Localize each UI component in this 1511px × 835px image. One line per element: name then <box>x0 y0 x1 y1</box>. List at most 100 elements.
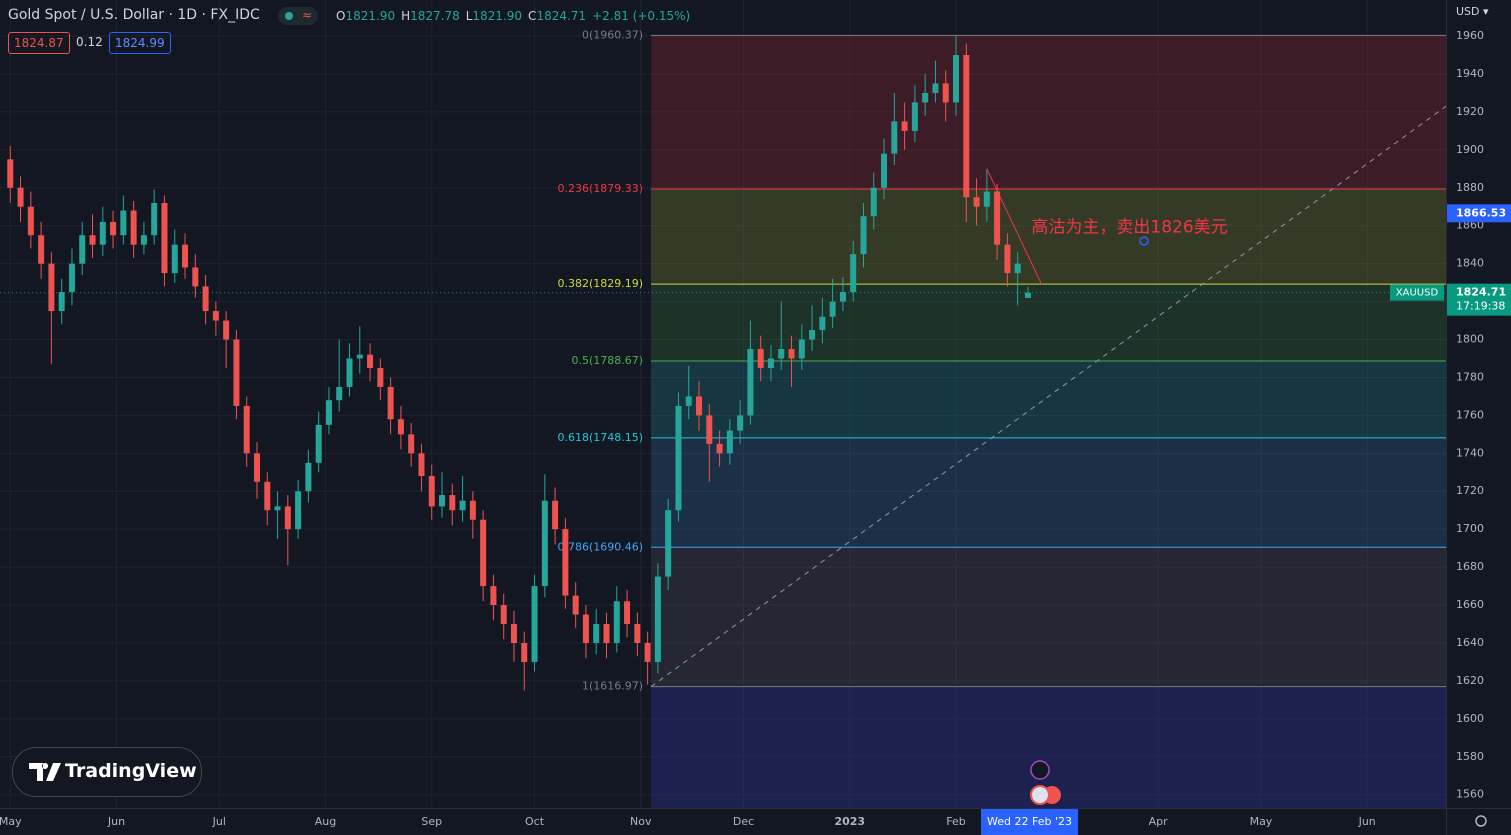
x-tick-label: Jul <box>212 815 226 828</box>
candle-body <box>973 197 980 207</box>
fib-label: 0.236(1879.33) <box>557 182 643 195</box>
candle-body <box>572 595 579 615</box>
x-tick-label: Sep <box>421 815 442 828</box>
candle-body <box>439 495 446 507</box>
x-tick-label: Nov <box>630 815 652 828</box>
y-tick-label: 1640 <box>1456 636 1484 649</box>
candle-body <box>654 576 661 662</box>
ask-price[interactable]: 1824.99 <box>109 32 171 54</box>
candle-body <box>881 153 888 188</box>
symbol-title[interactable]: Gold Spot / U.S. Dollar · 1D · FX_IDC <box>8 7 260 23</box>
currency: USD <box>1456 5 1480 18</box>
candle-body <box>17 187 24 207</box>
candle-body <box>171 244 178 274</box>
fib-label: 0(1960.37) <box>582 28 643 41</box>
candle-body <box>315 424 322 463</box>
candle-body <box>223 320 230 340</box>
fib-zone <box>651 361 1446 438</box>
x-tick-label: Jun <box>1358 815 1376 828</box>
candle-body <box>644 642 651 662</box>
crosshair-price-label: 1866.53 <box>1456 206 1506 219</box>
ohlc-value: 1821.90 <box>472 9 523 23</box>
fib-label: 0.382(1829.19) <box>557 277 643 290</box>
settings-icon[interactable] <box>1475 815 1487 827</box>
y-tick-label: 1560 <box>1456 788 1484 801</box>
candle-body <box>1014 263 1021 274</box>
fib-zone <box>651 189 1446 285</box>
candle-body <box>27 206 34 236</box>
y-tick-label: 1580 <box>1456 750 1484 763</box>
watermark-logo <box>29 763 61 781</box>
trendline <box>650 105 1447 688</box>
candle-body <box>182 244 189 268</box>
candle-body <box>685 396 692 406</box>
candle-body <box>295 491 302 530</box>
ohlc-legend: O1821.90 H1827.78 L1821.90 C1824.71 +2.81 (+… <box>336 9 690 23</box>
candle-body <box>922 92 929 103</box>
candle-body <box>130 210 137 245</box>
candle-body <box>110 221 117 236</box>
candle-body <box>593 624 600 643</box>
x-tick-label: Apr <box>1149 815 1169 828</box>
candle-body <box>983 191 990 207</box>
candle-body <box>788 348 795 359</box>
y-tick-label: 1880 <box>1456 181 1484 194</box>
last-price-tag <box>1447 283 1511 316</box>
y-tick-label: 1740 <box>1456 446 1484 459</box>
fib-label: 0.618(1748.15) <box>557 431 643 444</box>
x-tick-label: May <box>1250 815 1273 828</box>
candle-body <box>7 159 14 188</box>
candle-body <box>212 311 219 321</box>
candle-body <box>901 121 908 131</box>
watermark[interactable]: TradingView <box>12 747 202 797</box>
fib-label: 1(1616.97) <box>582 680 643 693</box>
candle-body <box>99 221 106 245</box>
candle-body <box>336 386 343 401</box>
note-anchor <box>1139 236 1149 246</box>
price-axis <box>1446 0 1511 835</box>
spread: 0.12 <box>76 35 103 49</box>
bid-price[interactable]: 1824.87 <box>8 32 70 54</box>
candle-body <box>356 354 363 359</box>
candle-body <box>624 601 631 625</box>
last-price-label: 1824.71 <box>1456 286 1506 299</box>
y-tick-label: 1780 <box>1456 370 1484 383</box>
candle-body <box>809 330 816 340</box>
candle-body <box>387 386 394 420</box>
ohlc-key: L <box>465 9 473 23</box>
event-icon <box>1030 785 1050 805</box>
candle-body <box>58 292 65 312</box>
x-tick-label: 2023 <box>834 815 865 828</box>
crosshair-price-tag <box>1447 204 1511 223</box>
annotation: 高沽为主，卖出1826美元 <box>1031 218 1227 238</box>
candle-body <box>850 254 857 293</box>
candle-body <box>675 405 682 511</box>
fib-label: 0.5(1788.67) <box>571 354 643 367</box>
y-tick-label: 1920 <box>1456 105 1484 118</box>
trendline <box>986 168 1043 285</box>
y-tick-label: 1600 <box>1456 712 1484 725</box>
x-tick-label: Oct <box>525 815 545 828</box>
fib-zone <box>651 284 1446 362</box>
candle-body <box>531 586 538 662</box>
ohlc-value: 1824.71 <box>536 9 587 23</box>
event-icon <box>1030 760 1050 780</box>
status-dot <box>285 12 293 20</box>
status-toggle[interactable]: ≈ <box>278 7 318 25</box>
candle-body <box>819 316 826 331</box>
candle-body <box>665 510 672 577</box>
candle-body <box>767 358 774 368</box>
fib-label: 0.786(1690.46) <box>557 540 643 553</box>
candle-body <box>953 55 960 103</box>
ohlc-key: C <box>528 9 537 23</box>
candle-body <box>161 202 168 274</box>
candle-body <box>706 415 713 444</box>
candle-body <box>737 415 744 431</box>
crosshair-date-label: Wed 22 Feb '23 <box>987 815 1072 828</box>
candle-body <box>613 601 620 643</box>
currency-menu[interactable]: USD ▾ <box>1456 5 1489 18</box>
candle-body <box>870 187 877 217</box>
candle-body <box>942 83 949 103</box>
fib-zone <box>651 35 1446 190</box>
